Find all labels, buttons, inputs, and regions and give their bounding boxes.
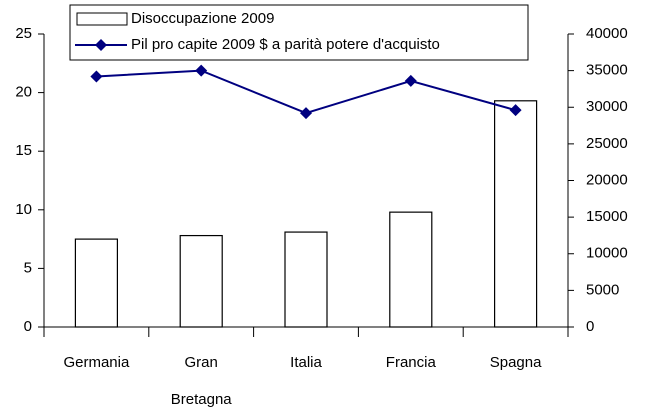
y-tick-label: 10	[15, 201, 32, 218]
x-tick-label: Gran Bretagna	[171, 354, 233, 408]
y2-tick-label: 20000	[586, 171, 628, 188]
y2-tick-label: 25000	[586, 135, 628, 152]
legend-swatch	[95, 39, 107, 51]
marker	[404, 74, 417, 87]
y2-tick-label: 30000	[586, 98, 628, 115]
y2-tick-label: 5000	[586, 281, 619, 298]
y-tick-label: 20	[15, 84, 32, 101]
y2-tick-label: 15000	[586, 208, 628, 225]
x-tick-label: Germania	[63, 354, 130, 371]
line	[96, 69, 516, 115]
x-tick-label: Italia	[290, 354, 322, 371]
marker	[195, 64, 208, 77]
y2-tick-label: 0	[586, 318, 594, 335]
bar	[179, 234, 223, 328]
y-tick-label: 5	[24, 259, 32, 276]
bar	[74, 238, 119, 328]
y-tick-label: 25	[15, 25, 32, 42]
bar	[284, 231, 328, 328]
y2-tick-label: 35000	[586, 62, 628, 79]
marker	[90, 70, 103, 83]
legend-label: Disoccupazione 2009	[131, 10, 274, 27]
x-tick-label: Spagna	[490, 354, 542, 371]
y-tick-label: 0	[24, 318, 32, 335]
marker	[300, 107, 312, 120]
y2-tick-label: 10000	[586, 245, 628, 262]
bar	[389, 211, 433, 328]
y2-tick-label: 40000	[586, 25, 628, 42]
x-tick-label: Francia	[386, 354, 437, 371]
y-tick-label: 15	[15, 142, 32, 159]
legend-swatch	[76, 12, 128, 26]
marker	[509, 104, 522, 117]
legend-label: Pil pro capite 2009 $ a parità potere d'…	[131, 36, 440, 53]
bar	[494, 100, 538, 328]
legend	[69, 4, 529, 61]
